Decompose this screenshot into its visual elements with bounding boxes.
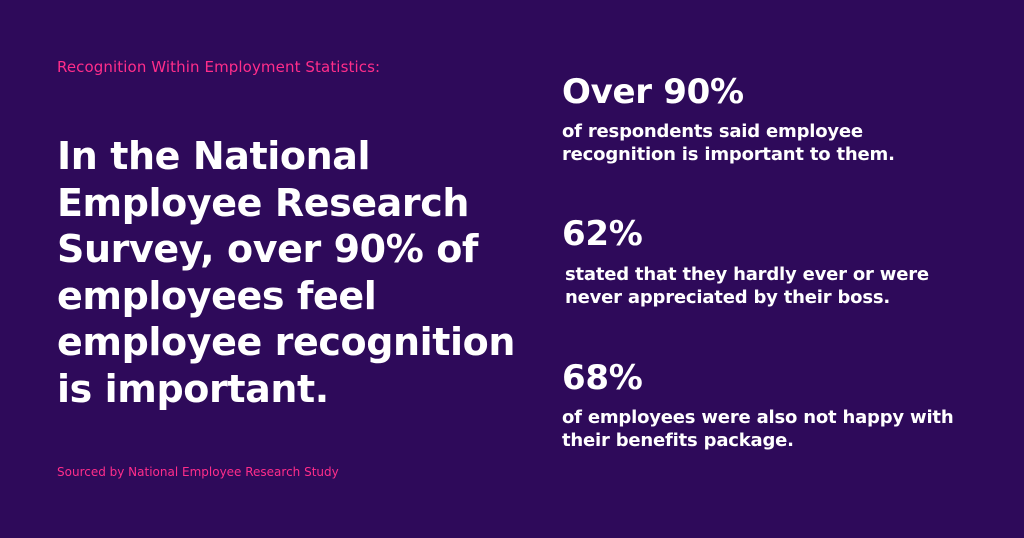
stat-description: of employees were also not happy with th…	[562, 407, 954, 451]
stat-block-appreciation: 62% stated that they hardly ever or were…	[562, 214, 982, 309]
stat-block-respondents: Over 90% of respondents said employee re…	[562, 72, 982, 166]
stat-value: 62%	[562, 214, 643, 254]
stat-block-benefits: 68% of employees were also not happy wit…	[562, 358, 982, 452]
kicker-label: Recognition Within Employment Statistics…	[57, 58, 381, 76]
headline: In the National Employee Research Survey…	[57, 134, 516, 411]
stat-value: 68%	[562, 358, 643, 398]
source-note: Sourced by National Employee Research St…	[57, 465, 339, 479]
stat-value: Over 90%	[562, 72, 744, 112]
stat-description: of respondents said employee recognition…	[562, 121, 895, 165]
stat-description: stated that they hardly ever or were nev…	[565, 264, 929, 308]
